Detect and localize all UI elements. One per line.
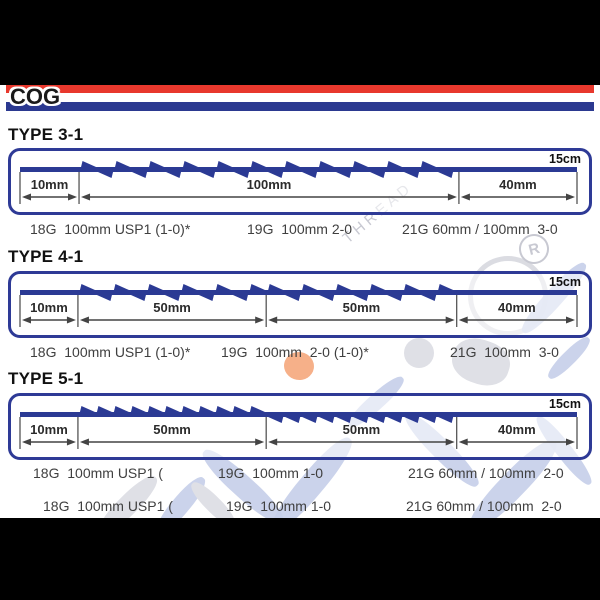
thread-diagram-5-1: 10mm 50mm 50mm 40mm	[19, 406, 578, 449]
bottom-letterbox-bar	[0, 518, 600, 600]
watermark-gray-blob	[404, 338, 434, 368]
svg-text:40mm: 40mm	[499, 177, 537, 192]
total-length-label: 15cm	[549, 152, 581, 166]
spec-caption: 21G 100mm 3-0	[450, 344, 559, 360]
spec-caption-row: 18G 100mm USP1 ( 19G 100mm 1-0 21G 60mm …	[0, 498, 600, 516]
header-stripe-red	[6, 85, 594, 93]
svg-text:10mm: 10mm	[30, 422, 68, 437]
spec-caption: 18G 100mm USP1 (	[33, 465, 163, 481]
thread-diagram-3-1: 10mm 100mm 40mm	[19, 161, 578, 204]
header-stripe-blue	[6, 102, 594, 111]
svg-text:40mm: 40mm	[498, 422, 536, 437]
thread-diagram-box-3-1: 10mm 100mm 40mm 15cm	[8, 148, 592, 215]
top-letterbox-bar	[0, 0, 600, 85]
spec-caption: 19G 100mm 1-0	[218, 465, 324, 481]
spec-caption: 21G 60mm / 100mm 3-0	[402, 221, 558, 237]
watermark-gray-blob	[446, 332, 516, 392]
spec-caption: 18G 100mm USP1 (	[43, 498, 173, 514]
spec-caption-row: 18G 100mm USP1 (1-0)* 19G 100mm 2-0 21G …	[0, 221, 600, 239]
spec-caption: 18G 100mm USP1 (1-0)*	[30, 344, 191, 360]
thread-diagram-box-5-1: 10mm 50mm 50mm 40mm 15cm	[8, 393, 592, 460]
spec-caption-row: 18G 100mm USP1 (1-0)* 19G 100mm 2-0 (1-0…	[0, 344, 600, 362]
section-heading-type-4-1: TYPE 4-1	[8, 247, 84, 266]
spec-caption-row: 18G 100mm USP1 ( 19G 100mm 1-0 21G 60mm …	[0, 465, 600, 483]
svg-text:50mm: 50mm	[343, 422, 381, 437]
svg-text:50mm: 50mm	[153, 300, 191, 315]
svg-text:50mm: 50mm	[343, 300, 381, 315]
svg-text:10mm: 10mm	[31, 177, 69, 192]
thread-diagram-box-4-1: 10mm 50mm 50mm 40mm 15cm	[8, 271, 592, 338]
thread-diagram-4-1: 10mm 50mm 50mm 40mm	[19, 284, 578, 327]
page-title: COG	[10, 84, 61, 109]
svg-text:50mm: 50mm	[153, 422, 191, 437]
svg-text:10mm: 10mm	[30, 300, 68, 315]
section-heading-type-5-1: TYPE 5-1	[8, 369, 84, 388]
spec-caption: 19G 100mm 1-0	[226, 498, 332, 514]
total-length-label: 15cm	[549, 275, 581, 289]
total-length-label: 15cm	[549, 397, 581, 411]
spec-caption: 19G 100mm 2-0	[247, 221, 353, 237]
spec-caption: 21G 60mm / 100mm 2-0	[406, 498, 562, 514]
svg-text:40mm: 40mm	[498, 300, 536, 315]
section-heading-type-3-1: TYPE 3-1	[8, 125, 84, 144]
svg-text:100mm: 100mm	[247, 177, 292, 192]
spec-caption: 21G 60mm / 100mm 2-0	[408, 465, 564, 481]
spec-caption: 18G 100mm USP1 (1-0)*	[30, 221, 191, 237]
spec-caption: 19G 100mm 2-0 (1-0)*	[221, 344, 369, 360]
